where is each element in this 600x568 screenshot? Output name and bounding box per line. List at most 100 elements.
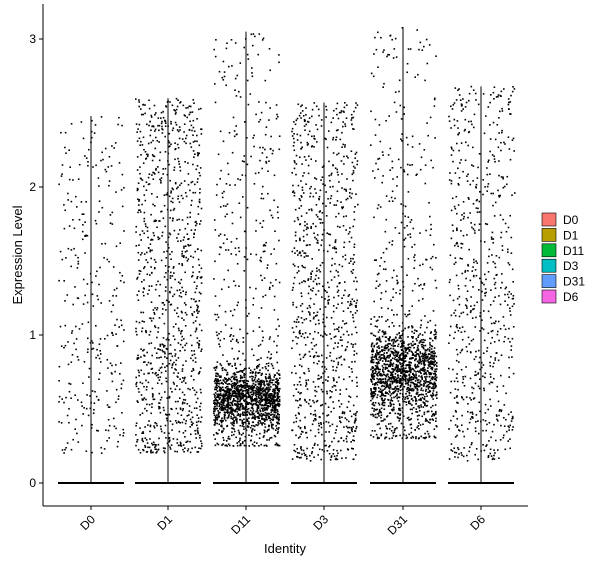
point bbox=[404, 215, 406, 218]
point bbox=[238, 400, 240, 403]
point bbox=[414, 383, 417, 385]
point bbox=[378, 410, 381, 412]
point bbox=[238, 90, 240, 93]
point bbox=[323, 229, 325, 231]
point bbox=[237, 407, 240, 409]
point bbox=[189, 211, 191, 214]
point bbox=[332, 152, 335, 154]
point bbox=[95, 325, 97, 327]
point bbox=[165, 193, 168, 196]
point bbox=[157, 373, 159, 376]
point bbox=[238, 386, 241, 388]
point bbox=[267, 192, 269, 195]
point bbox=[153, 426, 156, 429]
point bbox=[296, 383, 299, 386]
point bbox=[270, 393, 273, 395]
point bbox=[117, 123, 119, 126]
point bbox=[387, 386, 390, 388]
point bbox=[309, 405, 312, 407]
point bbox=[232, 335, 235, 337]
point bbox=[265, 395, 267, 398]
point bbox=[379, 358, 382, 361]
point bbox=[297, 391, 300, 393]
point bbox=[346, 418, 348, 421]
point bbox=[291, 347, 293, 350]
point bbox=[172, 326, 175, 328]
point bbox=[67, 199, 69, 201]
point bbox=[425, 360, 427, 362]
point bbox=[422, 353, 424, 356]
point bbox=[277, 379, 279, 381]
point bbox=[169, 387, 172, 390]
point bbox=[150, 114, 153, 117]
point bbox=[277, 410, 279, 413]
point bbox=[99, 350, 101, 352]
point bbox=[235, 367, 237, 369]
point bbox=[299, 358, 302, 360]
point bbox=[303, 280, 305, 282]
point bbox=[143, 185, 145, 188]
point bbox=[152, 139, 154, 142]
point bbox=[271, 402, 274, 404]
point bbox=[192, 369, 195, 371]
point bbox=[321, 176, 324, 178]
point bbox=[305, 244, 308, 247]
point bbox=[174, 353, 177, 355]
point bbox=[258, 121, 260, 123]
point bbox=[234, 42, 237, 44]
point bbox=[338, 356, 341, 359]
point bbox=[227, 398, 229, 401]
point bbox=[235, 237, 238, 240]
point bbox=[303, 372, 306, 375]
point bbox=[138, 204, 140, 206]
point bbox=[322, 321, 324, 324]
point bbox=[354, 417, 357, 420]
point bbox=[235, 409, 237, 411]
point bbox=[135, 245, 138, 247]
point bbox=[157, 443, 160, 446]
point bbox=[121, 205, 124, 208]
point bbox=[157, 280, 159, 283]
point bbox=[267, 392, 269, 395]
point bbox=[251, 411, 253, 414]
point bbox=[198, 152, 200, 155]
point bbox=[243, 376, 246, 379]
point bbox=[347, 307, 349, 309]
point bbox=[64, 131, 67, 134]
point bbox=[305, 107, 307, 109]
point bbox=[221, 395, 224, 397]
point bbox=[174, 278, 176, 281]
point bbox=[243, 407, 246, 410]
point bbox=[312, 287, 315, 289]
point bbox=[253, 145, 255, 148]
point bbox=[191, 344, 193, 347]
point bbox=[61, 258, 64, 261]
point bbox=[122, 432, 125, 434]
point bbox=[397, 381, 399, 384]
point bbox=[315, 214, 318, 216]
point bbox=[250, 435, 253, 437]
point bbox=[261, 400, 264, 402]
point bbox=[306, 244, 309, 246]
point bbox=[429, 382, 431, 385]
point bbox=[214, 419, 217, 422]
point bbox=[158, 317, 161, 319]
point bbox=[167, 193, 169, 196]
point bbox=[256, 408, 259, 410]
point bbox=[180, 339, 183, 342]
point bbox=[276, 398, 278, 400]
point bbox=[303, 452, 306, 455]
point bbox=[434, 279, 437, 282]
point bbox=[146, 364, 148, 366]
point bbox=[251, 412, 254, 415]
point bbox=[302, 449, 305, 452]
point bbox=[166, 442, 169, 445]
point bbox=[77, 263, 80, 265]
point bbox=[244, 387, 247, 389]
point bbox=[137, 259, 140, 261]
point bbox=[214, 366, 217, 369]
point bbox=[161, 235, 163, 237]
point bbox=[198, 300, 201, 302]
point bbox=[228, 132, 231, 134]
point bbox=[250, 399, 253, 401]
